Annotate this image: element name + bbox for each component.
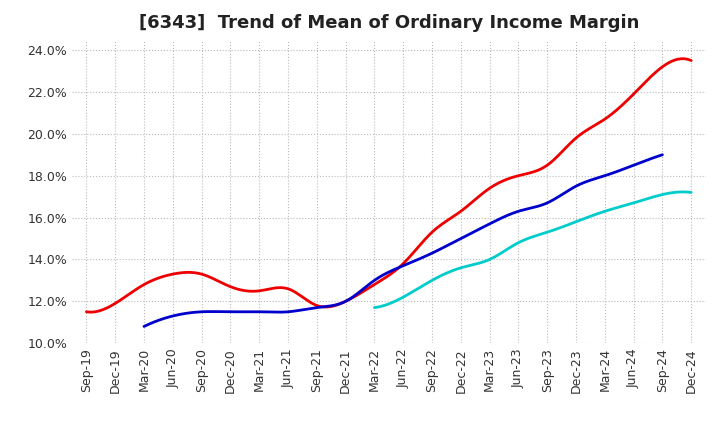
7 Years [408, 289, 417, 294]
7 Years [473, 261, 482, 266]
7 Years [570, 220, 578, 225]
3 Years [687, 58, 696, 63]
3 Years [464, 203, 473, 208]
5 Years [514, 209, 523, 214]
5 Years [309, 305, 318, 311]
5 Years [140, 324, 148, 329]
7 Years [687, 190, 696, 195]
7 Years [599, 209, 608, 214]
3 Years [156, 275, 165, 280]
Line: 7 Years: 7 Years [374, 192, 691, 308]
3 Years [82, 309, 91, 315]
5 Years [658, 152, 667, 158]
3 Years [86, 309, 95, 315]
5 Years [202, 309, 211, 314]
3 Years [323, 304, 332, 310]
Title: [6343]  Trend of Mean of Ordinary Income Margin: [6343] Trend of Mean of Ordinary Income … [139, 15, 639, 33]
5 Years [345, 297, 354, 302]
3 Years [523, 171, 532, 176]
7 Years [370, 305, 379, 310]
7 Years [600, 209, 609, 214]
5 Years [466, 231, 474, 236]
7 Years [679, 189, 688, 194]
Legend: 3 Years, 5 Years, 7 Years, 10 Years: 3 Years, 5 Years, 7 Years, 10 Years [194, 434, 583, 440]
Line: 5 Years: 5 Years [144, 155, 662, 326]
Line: 3 Years: 3 Years [86, 59, 691, 312]
5 Years [516, 208, 525, 213]
3 Years [281, 286, 289, 291]
3 Years [678, 56, 686, 61]
3 Years [520, 172, 528, 177]
7 Years [495, 251, 504, 257]
